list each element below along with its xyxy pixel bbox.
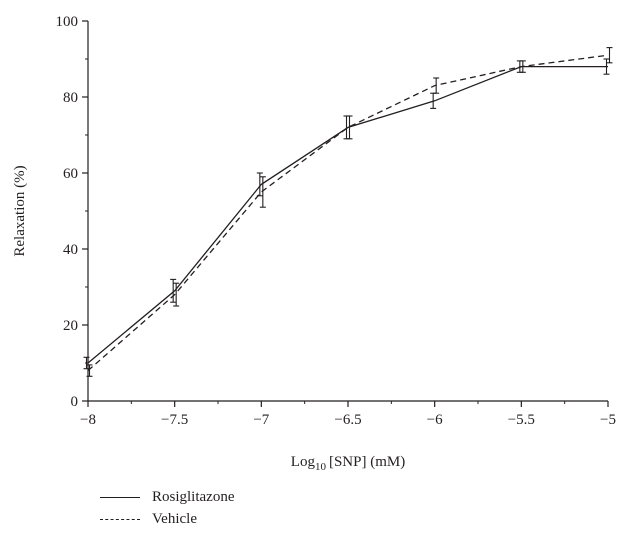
y-axis-label: Relaxation (%) bbox=[12, 165, 28, 256]
series-line-vehicle bbox=[87, 54, 609, 372]
legend-item-vehicle: Vehicle bbox=[100, 508, 235, 530]
legend: Rosiglitazone Vehicle bbox=[100, 486, 235, 530]
x-tick-label: −6.5 bbox=[334, 412, 361, 428]
x-tick-label: −7.5 bbox=[161, 412, 188, 428]
series-line-rosiglitazone bbox=[87, 65, 608, 364]
x-tick-label: −5 bbox=[600, 412, 616, 428]
series-layer bbox=[83, 47, 613, 377]
y-tick-label: 20 bbox=[63, 318, 78, 334]
y-tick-label: 40 bbox=[63, 242, 78, 258]
y-axis: 0 20 40 60 80 100 bbox=[56, 14, 89, 410]
legend-item-rosiglitazone: Rosiglitazone bbox=[100, 486, 235, 508]
legend-label: Vehicle bbox=[152, 510, 197, 527]
legend-label: Rosiglitazone bbox=[152, 488, 235, 505]
x-tick-label: −8 bbox=[80, 412, 96, 428]
series-rosiglitazone bbox=[83, 58, 610, 370]
x-tick-label: −7 bbox=[253, 412, 269, 428]
x-axis-label: Log10 [SNP] (mM) bbox=[291, 454, 405, 473]
series-vehicle bbox=[86, 47, 613, 377]
x-axis: −8 −7.5 −7 −6.5 −6 −5.5 −5 bbox=[80, 400, 616, 428]
y-tick-label: 60 bbox=[63, 166, 78, 182]
x-tick-label: −5.5 bbox=[508, 412, 535, 428]
x-tick-label: −6 bbox=[427, 412, 443, 428]
legend-swatch-solid bbox=[100, 496, 140, 498]
legend-swatch-dashed bbox=[100, 518, 140, 520]
relaxation-chart: 0 20 40 60 80 100 −8 −7.5 −7 −6.5 −6 −5.5 −5 Relaxa… bbox=[12, 14, 616, 473]
y-tick-label: 100 bbox=[56, 14, 79, 30]
y-tick-label: 80 bbox=[63, 90, 78, 106]
y-tick-label: 0 bbox=[71, 394, 79, 410]
